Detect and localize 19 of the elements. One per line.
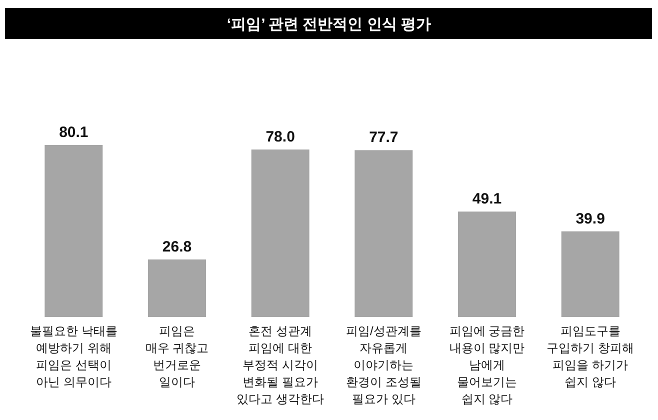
data-label: 78.0 xyxy=(266,128,295,146)
data-label: 26.8 xyxy=(162,238,192,256)
data-label: 77.7 xyxy=(369,129,398,146)
x-tick-label: 불필요한 낙태를 예방하기 위해 피임은 선택이 아닌 의무이다 xyxy=(30,324,118,389)
bar xyxy=(44,145,103,317)
data-label: 39.9 xyxy=(576,210,605,228)
data-label: 49.1 xyxy=(472,190,502,208)
bar xyxy=(148,259,206,317)
x-tick-label: 피임/성관계를 자유롭게 이야기하는 환경이 조성될 필요가 있다 xyxy=(346,324,422,406)
chart-title: ‘피임’ 관련 전반적인 인식 평가 xyxy=(226,16,432,33)
bar xyxy=(458,212,516,317)
bar xyxy=(354,150,413,317)
bar xyxy=(251,150,310,317)
bar xyxy=(561,231,620,317)
x-tick-label: 혼전 성관계 피임에 대한 부정적 시각이 변화될 필요가 있다고 생각한다 xyxy=(236,324,324,406)
data-label: 80.1 xyxy=(59,124,88,141)
x-tick-label: 피임도구를 구입하기 창피해 피임을 하기가 쉽지 않다 xyxy=(546,324,634,389)
x-tick-label: 피임은 매우 귀찮고 번거로운 일이다 xyxy=(145,324,209,389)
x-tick-label: 피임에 궁금한 내용이 많지만 남에게 물어보기는 쉽지 않다 xyxy=(449,324,525,406)
